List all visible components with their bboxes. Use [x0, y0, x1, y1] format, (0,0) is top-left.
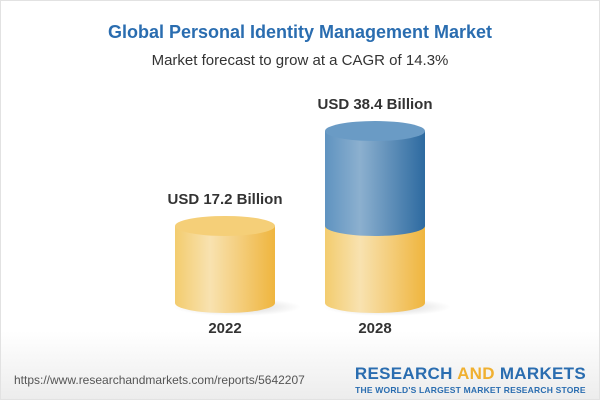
cylinder-body-base: [175, 225, 275, 313]
cylinder-body-base: [325, 225, 425, 313]
data-label: USD 17.2 Billion: [167, 191, 282, 208]
research-and-markets-logo: RESEARCH AND MARKETS THE WORLD'S LARGEST…: [354, 364, 586, 395]
x-tick-label: 2028: [358, 320, 391, 337]
cylinder-top: [175, 215, 275, 236]
chart-subtitle: Market forecast to grow at a CAGR of 14.…: [151, 52, 449, 69]
chart-title: Global Personal Identity Management Mark…: [107, 22, 493, 42]
source-url[interactable]: https://www.researchandmarkets.com/repor…: [14, 373, 305, 387]
cylinder-body-growth: [325, 131, 425, 236]
x-tick-label: 2022: [208, 320, 241, 337]
cylinder-top: [325, 121, 425, 141]
data-label: USD 38.4 Billion: [317, 96, 432, 113]
